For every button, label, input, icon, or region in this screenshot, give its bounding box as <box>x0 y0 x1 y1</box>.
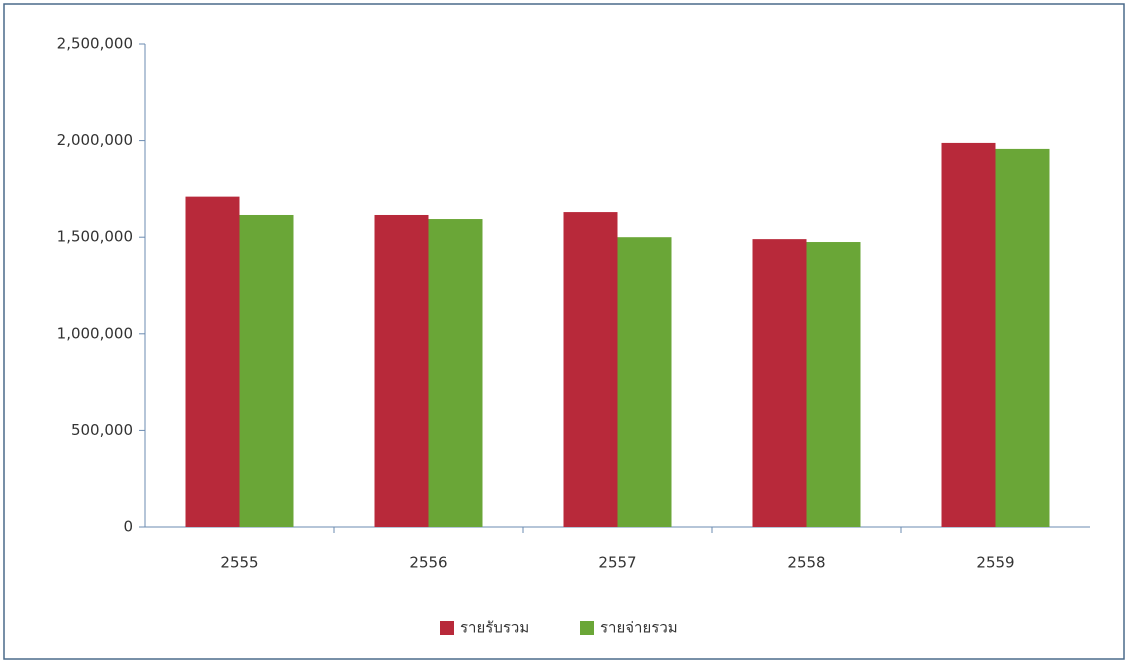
bar <box>942 143 996 527</box>
bar <box>375 215 429 527</box>
y-tick-label: 500,000 <box>71 421 133 439</box>
y-tick-label: 1,500,000 <box>57 228 133 246</box>
bar <box>240 215 294 527</box>
x-tick-label: 2559 <box>976 554 1014 572</box>
chart: 0 500,000 1,000,000 1,500,000 2,000,000 2,500… <box>0 0 1128 663</box>
bar <box>429 219 483 527</box>
bar <box>996 149 1050 527</box>
y-tick-label: 1,000,000 <box>57 324 133 342</box>
page: {"chart_data": {"type": "bar", "categori… <box>0 0 1128 663</box>
legend-swatch <box>440 621 454 635</box>
x-tick-label: 2556 <box>409 554 447 572</box>
bar <box>186 197 240 527</box>
x-tick-label: 2557 <box>598 554 636 572</box>
legend-label: รายรับรวม <box>460 619 529 637</box>
x-tick-label: 2555 <box>220 554 258 572</box>
bar <box>564 212 618 527</box>
y-tick-label: 2,000,000 <box>57 131 133 149</box>
y-tick-label: 0 <box>123 518 133 536</box>
bar <box>807 242 861 527</box>
legend-swatch <box>580 621 594 635</box>
x-tick-label: 2558 <box>787 554 825 572</box>
legend-label: รายจ่ายรวม <box>600 619 678 637</box>
bar <box>753 239 807 527</box>
y-tick-label: 2,500,000 <box>57 35 133 53</box>
bar <box>618 237 672 527</box>
